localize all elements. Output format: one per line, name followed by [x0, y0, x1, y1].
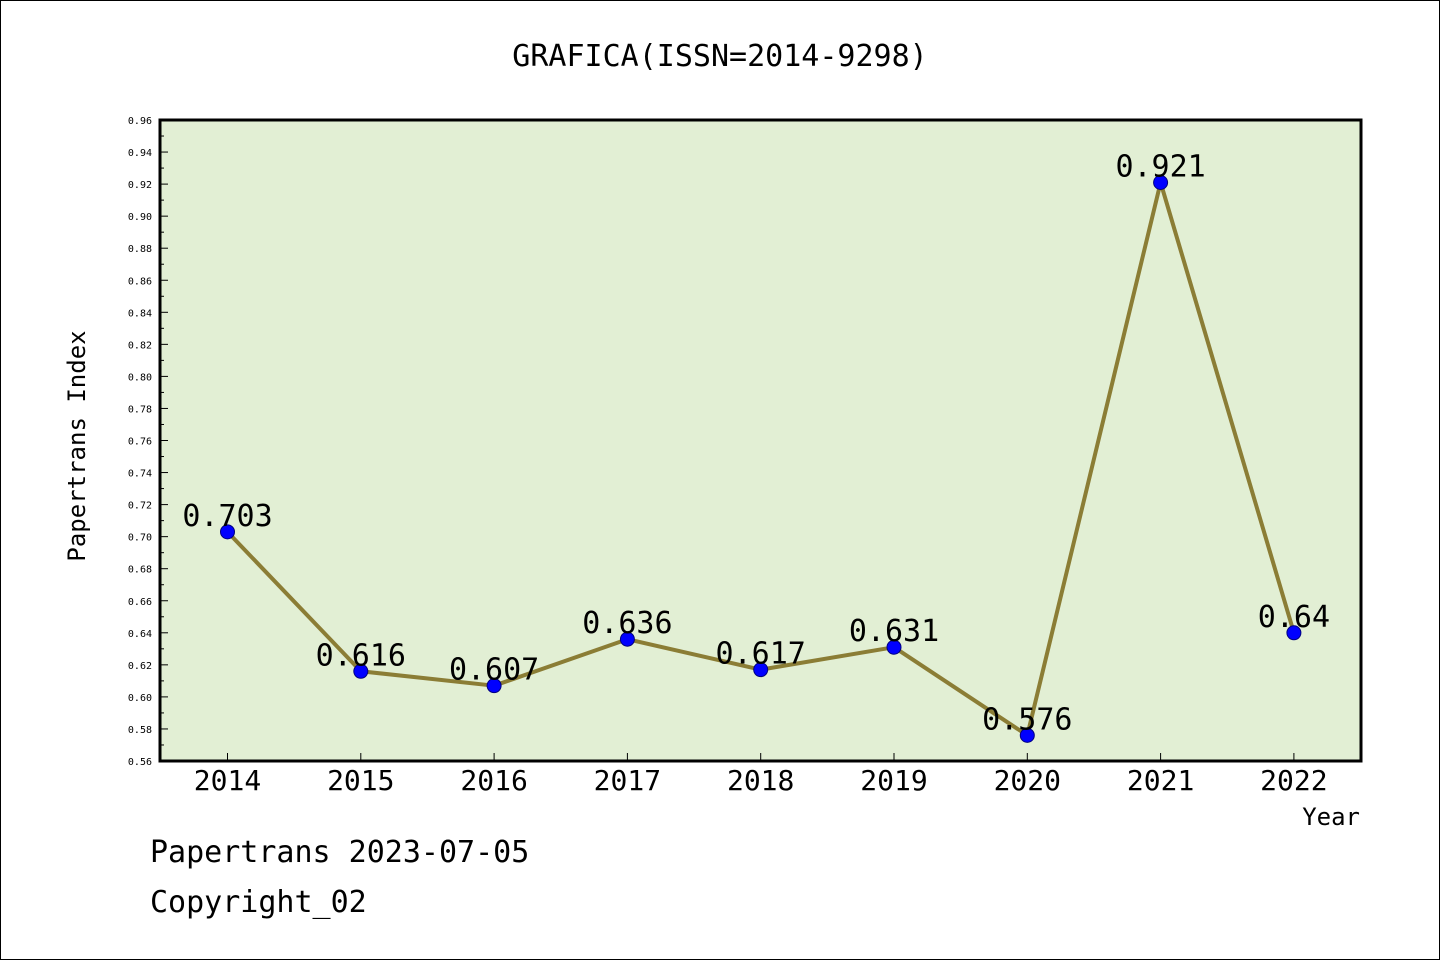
y-tick-label: 0.64 [128, 629, 152, 640]
y-tick-label: 0.58 [128, 725, 152, 736]
data-point [1286, 625, 1302, 641]
footer-source-line: Papertrans 2023-07-05 [150, 835, 530, 870]
series-layer: 0.703 0.616 0.607 0.636 0.617 0.631 0.576 0.921… [182, 149, 1330, 743]
y-axis-label: Papertrans Index [63, 330, 91, 561]
y-tick-label: 0.74 [128, 469, 152, 480]
y-tick-label: 0.60 [128, 693, 152, 704]
data-label: 0.616 [316, 638, 406, 673]
y-tick-label: 0.88 [128, 244, 152, 255]
data-point [753, 662, 769, 678]
data-label: 0.617 [716, 637, 806, 672]
y-tick-label: 0.94 [128, 148, 152, 159]
data-label: 0.64 [1258, 600, 1330, 635]
y-tick-label: 0.82 [128, 340, 152, 351]
x-tick-label: 2019 [860, 764, 927, 797]
y-tick-label: 0.62 [128, 661, 152, 672]
y-tick-label: 0.72 [128, 501, 152, 512]
x-tick-label: 2017 [594, 764, 661, 797]
x-tick-label: 2014 [194, 764, 261, 797]
x-tick-label: 2021 [1127, 764, 1194, 797]
y-tick-label: 0.76 [128, 437, 152, 448]
data-label: 0.631 [849, 614, 939, 649]
y-tick-label: 0.84 [128, 308, 152, 319]
data-point [353, 663, 369, 679]
y-tick-label: 0.66 [128, 597, 152, 608]
y-tick-label: 0.92 [128, 180, 152, 191]
plot-area [158, 118, 1363, 763]
data-label: 0.921 [1115, 149, 1205, 184]
y-tick-label: 0.80 [128, 372, 152, 383]
data-point [486, 678, 502, 694]
data-label: 0.703 [182, 499, 272, 534]
y-tick-label: 0.86 [128, 276, 152, 287]
y-tick-label: 0.90 [128, 212, 152, 223]
x-axis-label: Year [1302, 803, 1360, 831]
x-axis: 2014 2015 2016 2017 2018 2019 2020 2021 2022 [194, 753, 1328, 797]
data-label: 0.607 [449, 653, 539, 688]
y-tick-label: 0.68 [128, 565, 152, 576]
footer-copyright-line: Copyright_02 [150, 885, 367, 920]
y-tick-label: 0.70 [128, 533, 152, 544]
x-tick-label: 2016 [460, 764, 527, 797]
data-label: 0.576 [982, 702, 1072, 737]
x-tick-label: 2015 [327, 764, 394, 797]
data-point [1019, 727, 1035, 743]
data-point [1153, 174, 1169, 190]
y-axis: 0.56 0.58 0.60 0.62 0.64 0.66 0.68 0.70 0.72 0.74… [128, 116, 168, 768]
data-label: 0.636 [582, 606, 672, 641]
y-tick-label: 0.78 [128, 404, 152, 415]
x-tick-label: 2020 [994, 764, 1061, 797]
y-tick-label: 0.56 [128, 757, 152, 768]
x-tick-label: 2022 [1260, 764, 1327, 797]
data-point [220, 524, 235, 540]
x-tick-label: 2018 [727, 764, 794, 797]
data-point [886, 639, 902, 655]
y-tick-label: 0.96 [128, 116, 152, 127]
chart-title: GRAFICA(ISSN=2014-9298) [512, 39, 927, 74]
data-point [619, 631, 635, 647]
